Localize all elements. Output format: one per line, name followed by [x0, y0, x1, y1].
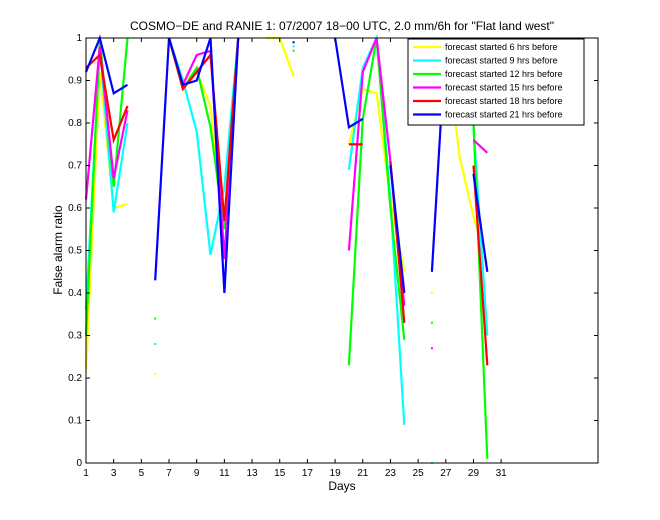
legend-box	[407, 38, 585, 126]
x-tick-label: 13	[246, 468, 258, 479]
x-tick-label: 11	[219, 468, 230, 479]
legend-label: forecast started 12 hrs before	[445, 69, 563, 79]
data-point	[154, 343, 157, 345]
series-line	[85, 52, 129, 145]
legend: forecast started 6 hrs before forecast st…	[407, 38, 585, 126]
chart-title: COSMO−DE and RANIE 1: 07/2007 18−00 UTC,…	[130, 19, 554, 33]
y-tick-label: 0.7	[68, 161, 82, 172]
legend-label: forecast started 21 hrs before	[445, 110, 563, 120]
x-tick-label: 25	[413, 468, 425, 479]
x-tick-label: 21	[357, 468, 369, 479]
series-line	[265, 36, 295, 77]
x-tick-label: 1	[83, 468, 89, 479]
y-axis-ticks: 0 0.1 0.2 0.3 0.4 0.5 0.6 0.7 0.8 0.9 1	[68, 33, 598, 469]
series-line	[389, 165, 406, 294]
x-tick-label: 31	[496, 468, 508, 479]
series-line	[472, 122, 489, 459]
y-tick-label: 0.9	[68, 76, 82, 87]
data-point	[430, 321, 433, 324]
x-tick-label: 15	[274, 468, 286, 479]
y-tick-label: 0.1	[68, 416, 82, 427]
data-point	[292, 41, 295, 44]
legend-label: forecast started 9 hrs before	[445, 56, 558, 66]
x-tick-label: 5	[139, 468, 145, 479]
x-tick-label: 29	[468, 468, 480, 479]
legend-label: forecast started 15 hrs before	[445, 83, 563, 93]
data-point	[154, 317, 157, 320]
y-tick-label: 0.2	[68, 373, 82, 384]
data-point	[154, 372, 157, 375]
y-tick-label: 0	[76, 458, 82, 469]
y-tick-label: 0.4	[68, 288, 82, 299]
series-line	[347, 37, 406, 366]
x-tick-label: 17	[302, 468, 314, 479]
x-tick-label: 3	[111, 468, 117, 479]
series-line	[84, 46, 129, 200]
series-line	[472, 139, 489, 154]
series-line	[84, 34, 129, 96]
x-tick-label: 27	[440, 468, 452, 479]
x-tick-label: 23	[385, 468, 397, 479]
y-tick-label: 1	[76, 33, 82, 44]
series-line	[472, 173, 489, 272]
data-point	[292, 49, 295, 52]
series-line	[84, 37, 129, 336]
y-tick-label: 0.6	[68, 203, 82, 214]
x-tick-label: 19	[330, 468, 342, 479]
x-axis-label: Days	[328, 479, 355, 493]
data-point	[430, 292, 433, 294]
series-line	[472, 165, 489, 366]
data-point	[430, 347, 433, 350]
legend-label: forecast started 18 hrs before	[445, 96, 563, 106]
legend-label: forecast started 6 hrs before	[445, 42, 558, 52]
y-tick-label: 0.5	[68, 246, 82, 257]
x-axis-ticks: 1 3 5 7 9 11 13 15 17 19 21 23 25 27 29 31	[83, 38, 507, 479]
y-tick-label: 0.3	[68, 331, 82, 342]
y-axis-label: False alarm ratio	[51, 205, 65, 295]
y-tick-label: 0.8	[68, 118, 82, 129]
x-tick-label: 9	[194, 468, 200, 479]
series-line	[334, 37, 364, 130]
data-point	[292, 45, 295, 48]
x-tick-label: 7	[166, 468, 172, 479]
